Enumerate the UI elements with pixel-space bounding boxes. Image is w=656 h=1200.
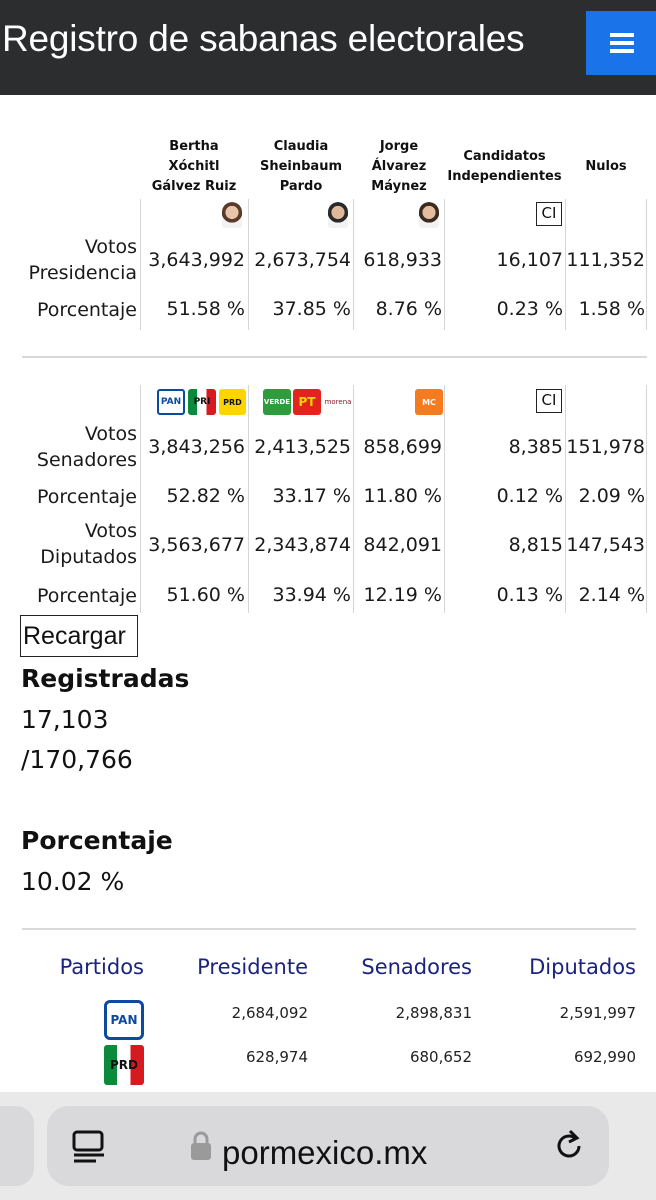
candidate-header-galvez: Bertha Xóchitl Gálvez Ruiz [151,139,237,194]
cell-votos-diputados-galvez: 3,563,677 [148,534,245,556]
candidate-photo-galvez [222,202,242,228]
pan-senadores: 2,898,831 [395,1004,472,1022]
cell-votos-senadores-ind: 8,385 [508,436,563,458]
cell-votos-senadores-maynez: 858,699 [363,436,442,458]
morena-logo: morena [324,389,352,415]
section-divider [22,356,647,358]
cell-pct-diputados-sheinbaum: 33.94 % [272,584,352,606]
cell-pct-senadores-galvez: 52.82 % [166,485,246,507]
cell-pct-diputados-maynez: 12.19 % [363,584,443,606]
row-label-votos-senadores: Votos Senadores [36,423,137,471]
prd-presidente: 628,974 [245,1048,308,1066]
mc-logo: MC [415,389,443,415]
cell-pct-diputados-ind: 0.13 % [496,584,563,606]
cell-pct-presidencia-sheinbaum: 37.85 % [272,298,352,320]
address-bar[interactable] [47,1106,609,1186]
lock-icon [191,1131,211,1160]
col-header-partidos: Partidos [59,955,144,979]
verde-logo: VERDE [263,389,291,415]
browser-toolbar: pormexico.mx [0,1092,656,1200]
ci-icon-2: CI [536,389,562,413]
cell-votos-presidencia-nulos: 111,352 [566,249,645,271]
summary-divider [22,928,636,930]
candidate-results-table: Bertha Xóchitl Gálvez Ruiz Claudia Sheinbau… [0,95,656,615]
prd-logo: PRD [219,389,246,415]
cell-pct-presidencia-ind: 0.23 % [496,298,563,320]
candidate-photo-sheinbaum [328,202,348,228]
row-label-votos-diputados: Votos Diputados [40,520,137,568]
app-header: Registro de sabanas electorales [0,0,656,95]
cell-votos-presidencia-sheinbaum: 2,673,754 [254,249,351,271]
cell-pct-diputados-galvez: 51.60 % [166,584,246,606]
prd-logo-row: PRD [104,1045,144,1085]
candidate-header-nulos: Nulos [585,159,627,174]
registradas-heading: Registradas [21,664,190,693]
cell-votos-diputados-ind: 8,815 [508,534,563,556]
candidate-photo-maynez [419,202,439,228]
cell-pct-senadores-maynez: 11.80 % [363,485,443,507]
candidate-header-sheinbaum: Claudia Sheinbaum Pardo [259,139,343,194]
pan-presidente: 2,684,092 [231,1004,308,1022]
cell-votos-senadores-sheinbaum: 2,413,525 [254,436,351,458]
cell-pct-diputados-nulos: 2.14 % [578,584,645,606]
cell-pct-presidencia-galvez: 51.58 % [166,298,246,320]
cell-pct-senadores-ind: 0.12 % [496,485,563,507]
url-text[interactable]: pormexico.mx [222,1134,428,1171]
row-label-porcentaje-presidencia: Porcentaje [36,299,137,321]
pan-logo-row: PAN [104,1000,144,1040]
reader-icon[interactable] [71,1130,107,1164]
prd-diputados: 692,990 [573,1048,636,1066]
porcentaje-value: 10.02 % [21,867,125,896]
pan-logo: PAN [157,389,185,415]
cell-pct-senadores-sheinbaum: 33.17 % [272,485,352,507]
row-label-porcentaje-diputados: Porcentaje [36,585,137,607]
row-label-porcentaje-senadores: Porcentaje [36,486,137,508]
cell-votos-senadores-nulos: 151,978 [566,436,645,458]
cell-votos-diputados-sheinbaum: 2,343,874 [254,534,351,556]
col-header-presidente: Presidente [197,955,308,979]
porcentaje-heading: Porcentaje [21,826,173,855]
candidate-header-maynez: Jorge Álvarez Máynez [371,139,427,194]
col-header-senadores: Senadores [361,955,472,979]
menu-button[interactable] [586,11,656,75]
cell-votos-presidencia-maynez: 618,933 [363,249,442,271]
ci-icon: CI [536,202,562,226]
registradas-count: 17,103 [21,705,109,734]
col-header-diputados: Diputados [529,955,636,979]
cell-votos-diputados-maynez: 842,091 [363,534,442,556]
pan-diputados: 2,591,997 [559,1004,636,1022]
page-title: Registro de sabanas electorales [2,18,525,59]
cell-votos-presidencia-ind: 16,107 [496,249,563,271]
candidate-header-independientes: Candidatos Independientes [447,149,562,184]
pri-logo: PRI [188,389,216,415]
reload-button[interactable]: Recargar [20,615,138,657]
cell-votos-presidencia-galvez: 3,643,992 [148,249,245,271]
reload-icon[interactable] [551,1128,587,1164]
prd-senadores: 680,652 [409,1048,472,1066]
cell-votos-diputados-nulos: 147,543 [566,534,645,556]
cell-votos-senadores-galvez: 3,843,256 [148,436,245,458]
pt-logo: PT [293,389,321,415]
cell-pct-presidencia-maynez: 8.76 % [375,298,442,320]
row-label-votos-presidencia: Votos Presidencia [28,236,137,284]
registradas-total: /170,766 [21,745,133,774]
cell-pct-presidencia-nulos: 1.58 % [578,298,645,320]
previous-tab[interactable] [0,1106,34,1186]
cell-pct-senadores-nulos: 2.09 % [578,485,645,507]
